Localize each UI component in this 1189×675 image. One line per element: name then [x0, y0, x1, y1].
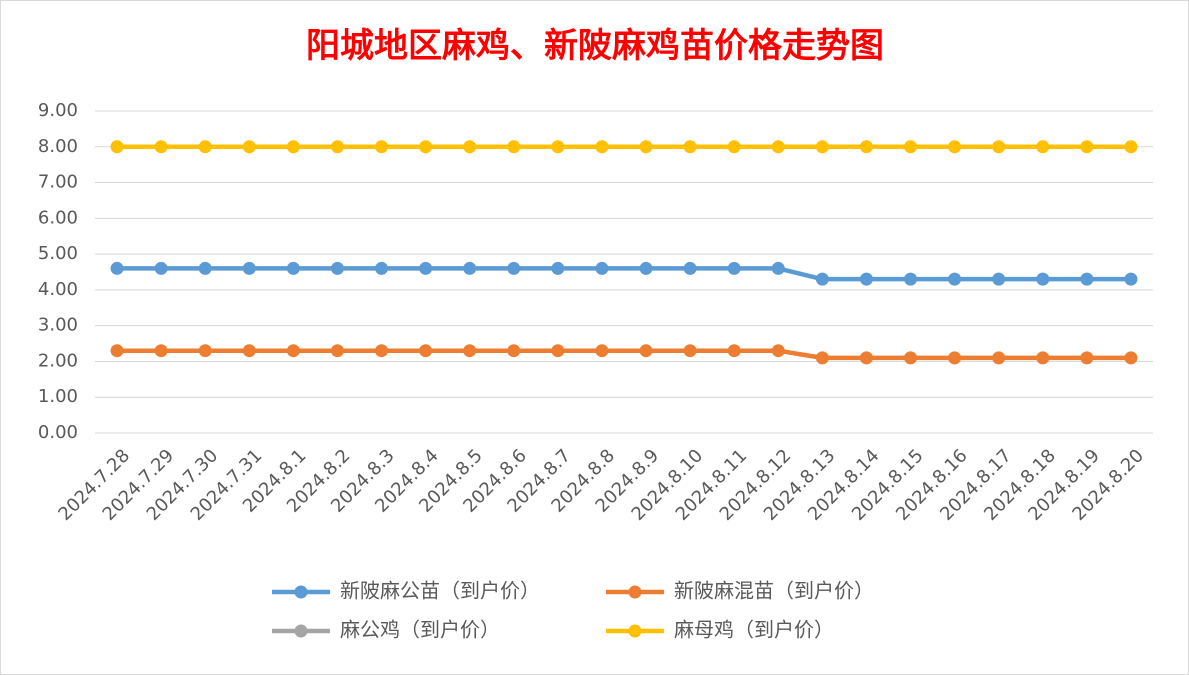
- data-point: [507, 140, 521, 154]
- y-tick-label: 6.00: [38, 207, 78, 228]
- y-tick-label: 8.00: [38, 136, 78, 157]
- data-point: [683, 140, 697, 154]
- data-point: [771, 140, 785, 154]
- data-point: [154, 344, 168, 358]
- data-point: [286, 344, 300, 358]
- legend-marker: [294, 585, 308, 599]
- data-point: [1036, 272, 1050, 286]
- series-line: [117, 348, 1131, 361]
- y-tick-label: 7.00: [38, 172, 78, 193]
- series-line: [117, 266, 1131, 282]
- y-tick-label: 1.00: [38, 386, 78, 407]
- data-point: [419, 344, 433, 358]
- y-tick-label: 9.00: [38, 100, 78, 121]
- legend-marker: [628, 585, 642, 599]
- data-point: [375, 261, 389, 275]
- data-point: [992, 351, 1006, 365]
- legend-label: 麻公鸡（到户价）: [340, 618, 500, 642]
- data-point: [1124, 272, 1138, 286]
- data-point: [242, 344, 256, 358]
- data-point: [286, 140, 300, 154]
- legend-label: 新陂麻混苗（到户价）: [674, 579, 874, 603]
- data-point: [330, 261, 344, 275]
- data-point: [683, 261, 697, 275]
- data-point: [198, 344, 212, 358]
- data-point: [904, 140, 918, 154]
- data-point: [110, 261, 124, 275]
- data-point: [1080, 140, 1094, 154]
- legend-marker: [628, 624, 642, 638]
- y-tick-label: 2.00: [38, 350, 78, 371]
- data-point: [375, 140, 389, 154]
- data-point: [551, 140, 565, 154]
- legend-marker: [294, 624, 308, 638]
- data-point: [771, 261, 785, 275]
- data-point: [727, 261, 741, 275]
- y-tick-label: 0.00: [38, 422, 78, 443]
- data-point: [859, 272, 873, 286]
- data-point: [551, 344, 565, 358]
- data-point: [1080, 272, 1094, 286]
- data-point: [727, 344, 741, 358]
- data-point: [463, 140, 477, 154]
- data-point: [595, 261, 609, 275]
- data-point: [1036, 140, 1050, 154]
- data-point: [683, 344, 697, 358]
- chart-title: 阳城地区麻鸡、新陂麻鸡苗价格走势图: [306, 26, 884, 66]
- data-point: [992, 140, 1006, 154]
- data-point: [771, 344, 785, 358]
- data-point: [1124, 351, 1138, 365]
- data-point: [1036, 351, 1050, 365]
- data-point: [948, 140, 962, 154]
- data-point: [154, 261, 168, 275]
- data-point: [463, 261, 477, 275]
- data-point: [948, 272, 962, 286]
- data-point: [727, 140, 741, 154]
- data-point: [551, 261, 565, 275]
- data-point: [904, 272, 918, 286]
- data-point: [639, 140, 653, 154]
- data-point: [1124, 140, 1138, 154]
- data-point: [507, 344, 521, 358]
- data-point: [242, 261, 256, 275]
- data-point: [904, 351, 918, 365]
- data-point: [419, 261, 433, 275]
- y-tick-label: 3.00: [38, 315, 78, 336]
- data-point: [463, 344, 477, 358]
- data-point: [110, 140, 124, 154]
- data-point: [639, 344, 653, 358]
- data-point: [242, 140, 256, 154]
- data-point: [815, 272, 829, 286]
- data-point: [198, 140, 212, 154]
- data-point: [110, 344, 124, 358]
- data-point: [815, 140, 829, 154]
- data-point: [859, 140, 873, 154]
- data-point: [595, 344, 609, 358]
- data-point: [1080, 351, 1094, 365]
- data-point: [992, 272, 1006, 286]
- data-point: [859, 351, 873, 365]
- legend-label: 麻母鸡（到户价）: [674, 618, 834, 642]
- data-point: [286, 261, 300, 275]
- data-point: [948, 351, 962, 365]
- data-point: [507, 261, 521, 275]
- data-point: [154, 140, 168, 154]
- data-point: [375, 344, 389, 358]
- data-point: [330, 344, 344, 358]
- y-tick-label: 4.00: [38, 279, 78, 300]
- data-point: [595, 140, 609, 154]
- data-point: [815, 351, 829, 365]
- data-point: [419, 140, 433, 154]
- data-point: [639, 261, 653, 275]
- data-point: [198, 261, 212, 275]
- y-tick-label: 5.00: [38, 243, 78, 264]
- legend-label: 新陂麻公苗（到户价）: [340, 579, 540, 603]
- data-point: [330, 140, 344, 154]
